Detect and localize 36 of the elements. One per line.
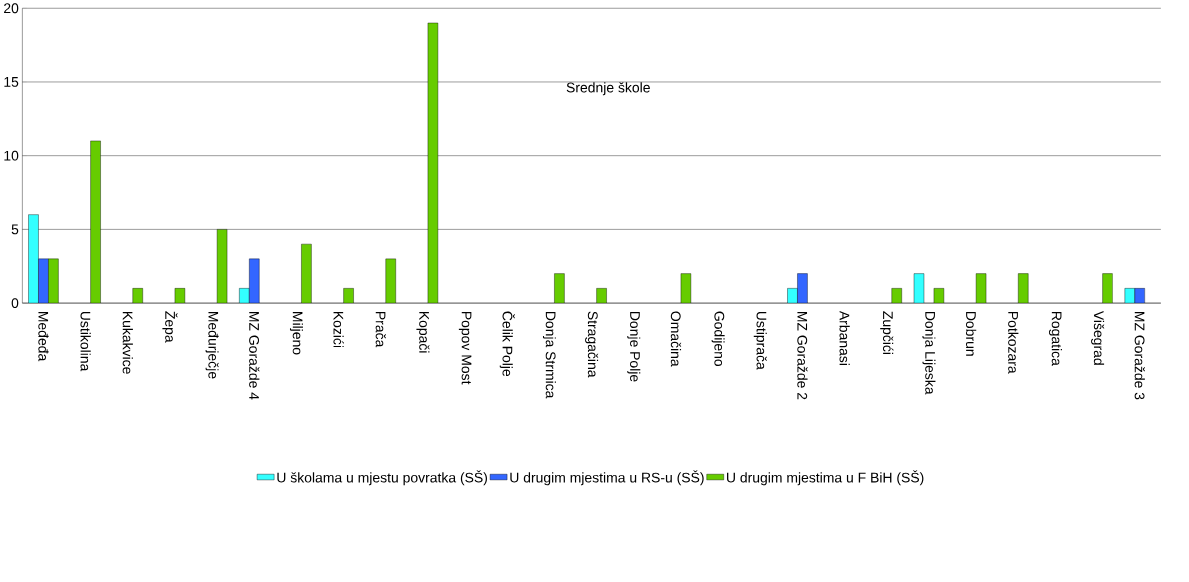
x-tick-label: Godijeno — [711, 311, 725, 367]
legend-label: U drugim mjestima u F BiH (SŠ) — [727, 470, 924, 486]
x-tick-label: Donja Lijeska — [922, 312, 936, 395]
x-tick-label: MZ Goražde 4 — [249, 312, 260, 400]
x-tick-label: MZ Goražde 3 — [1134, 312, 1145, 400]
y-tick-label: 10 — [4, 150, 19, 161]
x-tick-label: Dobrun — [965, 312, 977, 356]
text: Srednje škole — [566, 82, 650, 96]
y-tick-label: 20 — [4, 3, 19, 14]
x-tick-label: Međurječje — [205, 312, 219, 379]
x-tick-label: Prača — [375, 312, 386, 348]
y-tick-label: 0 — [11, 298, 19, 309]
x-tick-label: Zupčići — [880, 311, 894, 355]
x-tick-label: Omačina — [670, 311, 682, 367]
x-tick-label: Višegrad — [1091, 311, 1105, 365]
x-tick-label: Donje Polje — [627, 312, 641, 382]
x-tick-label: Međeđa — [38, 312, 49, 362]
x-tick-label: Rogatica — [1048, 312, 1062, 367]
x-tick-label: Potkozara — [1008, 312, 1019, 374]
x-tick-label: Arbanasi — [839, 311, 850, 366]
x-tick-label: Žepa — [162, 311, 178, 343]
legend-label: U drugim mjestima u RS-u (SŠ) — [510, 470, 704, 486]
x-tick-label: Donja Strmica — [542, 312, 556, 399]
x-tick-label: Miljeno — [289, 312, 303, 355]
x-tick-label: Kopači — [416, 312, 430, 353]
x-tick-label: Popov Most — [458, 312, 472, 385]
legend-label: U školama u mjestu povratka (SŠ) — [277, 470, 487, 486]
y-tick-label: 15 — [4, 77, 19, 87]
x-tick-label: Kozići — [333, 312, 344, 348]
x-tick-label: Ustikolina — [80, 312, 91, 372]
x-tick-label: Čelik Polje — [499, 311, 515, 377]
x-tick-label: MZ Goražde 2 — [797, 312, 808, 400]
x-tick-label: Stragačina — [585, 311, 599, 378]
x-tick-label: Ustiprača — [753, 312, 767, 370]
x-tick-label: Kukakvice — [122, 312, 133, 374]
y-tick-label: 5 — [11, 224, 19, 235]
